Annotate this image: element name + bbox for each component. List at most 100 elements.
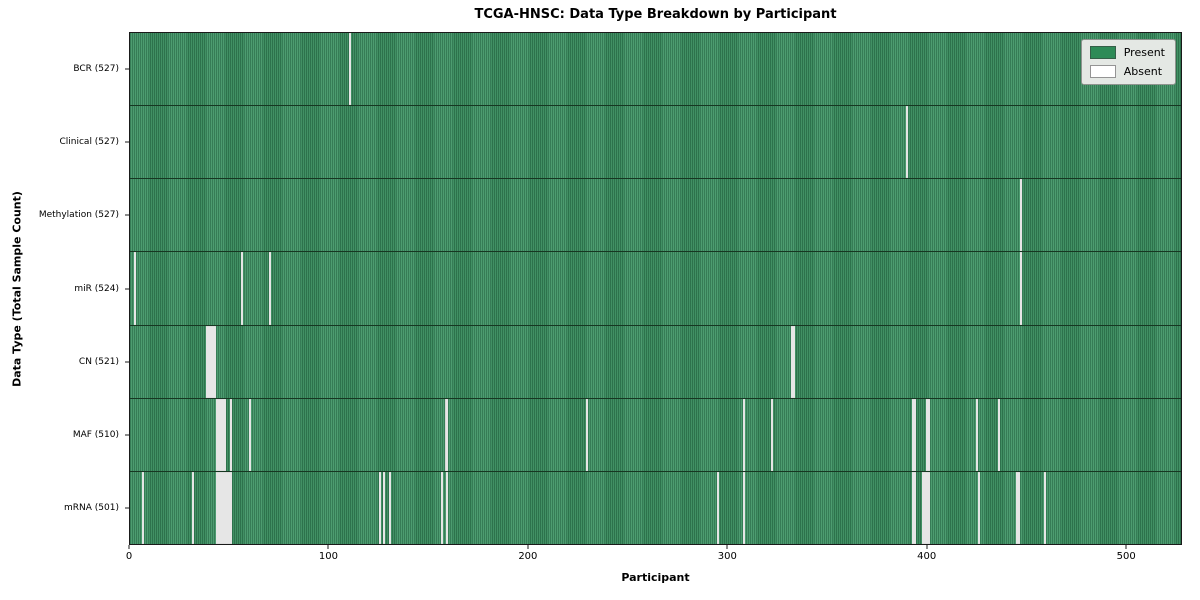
absent-stripe	[977, 471, 980, 544]
absent-stripe	[717, 471, 720, 544]
absent-stripe	[1043, 471, 1046, 544]
legend-swatch-present	[1089, 46, 1116, 59]
absent-stripe	[219, 398, 222, 471]
absent-stripe	[207, 325, 210, 398]
absent-stripe	[912, 398, 915, 471]
absent-stripe	[743, 398, 746, 471]
y-tick-mark	[125, 141, 129, 143]
absent-stripe	[585, 398, 588, 471]
absent-stripe	[229, 398, 232, 471]
absent-stripe	[388, 471, 391, 544]
absent-stripe	[133, 252, 136, 325]
absent-stripe	[792, 325, 795, 398]
y-tick-mark	[125, 68, 129, 70]
x-tick-label: 200	[518, 551, 538, 562]
absent-stripe	[191, 471, 194, 544]
absent-stripe	[912, 471, 915, 544]
legend-swatch-absent	[1089, 65, 1116, 78]
legend: Present Absent	[1080, 39, 1176, 85]
absent-stripe	[928, 471, 931, 544]
plot-area: Present Absent	[129, 32, 1182, 545]
heatmap-row-clinical	[130, 106, 1181, 180]
x-tick-label: 400	[917, 551, 937, 562]
absent-stripe	[223, 471, 226, 544]
y-tick-label-mir: miR (524)	[74, 283, 119, 294]
heatmap-row-methylation	[130, 179, 1181, 253]
y-tick-mark	[125, 507, 129, 509]
y-tick-mark	[125, 214, 129, 216]
absent-stripe	[770, 398, 773, 471]
absent-stripe	[378, 471, 381, 544]
absent-stripe	[209, 325, 212, 398]
absent-stripe	[205, 325, 208, 398]
absent-stripe	[269, 252, 272, 325]
absent-stripe	[975, 398, 978, 471]
x-tick-mark	[1125, 545, 1127, 549]
absent-stripe	[217, 471, 220, 544]
absent-stripe	[213, 325, 216, 398]
legend-label: Present	[1123, 46, 1165, 59]
absent-stripe	[1019, 179, 1022, 252]
absent-stripe	[440, 471, 443, 544]
x-tick-mark	[128, 545, 130, 549]
x-tick-label: 300	[717, 551, 737, 562]
absent-stripe	[926, 398, 929, 471]
absent-stripe	[219, 471, 222, 544]
absent-stripe	[227, 471, 230, 544]
y-tick-label-clinical: Clinical (527)	[59, 136, 119, 147]
y-axis-ticks: BCR (527) Clinical (527) Methylation (527)…	[0, 32, 129, 545]
legend-label: Absent	[1123, 65, 1163, 78]
y-tick-mark	[125, 434, 129, 436]
absent-stripe	[446, 398, 449, 471]
x-tick-label: 100	[318, 551, 338, 562]
x-tick-label: 500	[1116, 551, 1136, 562]
y-tick-mark	[125, 288, 129, 289]
absent-stripe	[743, 471, 746, 544]
absent-stripe	[924, 471, 927, 544]
absent-stripe	[241, 252, 244, 325]
heatmap-row-mrna	[130, 471, 1181, 544]
absent-stripe	[928, 398, 931, 471]
absent-stripe	[790, 325, 793, 398]
absent-stripe	[1019, 252, 1022, 325]
absent-stripe	[249, 398, 252, 471]
x-tick-mark	[527, 545, 529, 549]
heatmap-rows	[130, 33, 1181, 544]
absent-stripe	[215, 398, 218, 471]
chart-title: TCGA-HNSC: Data Type Breakdown by Partic…	[474, 7, 837, 22]
absent-stripe	[997, 398, 1000, 471]
heatmap-row-maf	[130, 398, 1181, 472]
absent-stripe	[926, 471, 929, 544]
absent-stripe	[215, 471, 218, 544]
heatmap-row-mir	[130, 252, 1181, 326]
absent-stripe	[914, 471, 917, 544]
x-axis-ticks: 0 100 200 300 400 500	[125, 545, 1182, 571]
y-tick-label-methylation: Methylation (527)	[38, 210, 119, 221]
x-tick-label: 0	[125, 551, 133, 562]
absent-stripe	[217, 398, 220, 471]
y-tick-label-bcr: BCR (527)	[73, 63, 119, 74]
y-tick-mark	[125, 361, 129, 363]
x-tick-mark	[926, 545, 928, 549]
absent-stripe	[1017, 471, 1020, 544]
absent-stripe	[1015, 471, 1018, 544]
legend-item-present: Present	[1089, 46, 1165, 59]
absent-stripe	[221, 471, 224, 544]
absent-stripe	[225, 471, 228, 544]
absent-stripe	[211, 325, 214, 398]
absent-stripe	[223, 398, 226, 471]
absent-stripe	[906, 106, 909, 179]
absent-stripe	[221, 398, 224, 471]
x-tick-mark	[726, 545, 728, 549]
heatmap-row-cn	[130, 325, 1181, 399]
y-tick-label-cn: CN (521)	[78, 356, 119, 367]
legend-item-absent: Absent	[1089, 65, 1165, 78]
x-axis-label: Participant	[621, 571, 690, 584]
absent-stripe	[922, 471, 925, 544]
absent-stripe	[914, 398, 917, 471]
absent-stripe	[141, 471, 144, 544]
absent-stripe	[229, 471, 232, 544]
absent-stripe	[444, 398, 447, 471]
absent-stripe	[446, 471, 449, 544]
heatmap-row-bcr	[130, 33, 1181, 107]
